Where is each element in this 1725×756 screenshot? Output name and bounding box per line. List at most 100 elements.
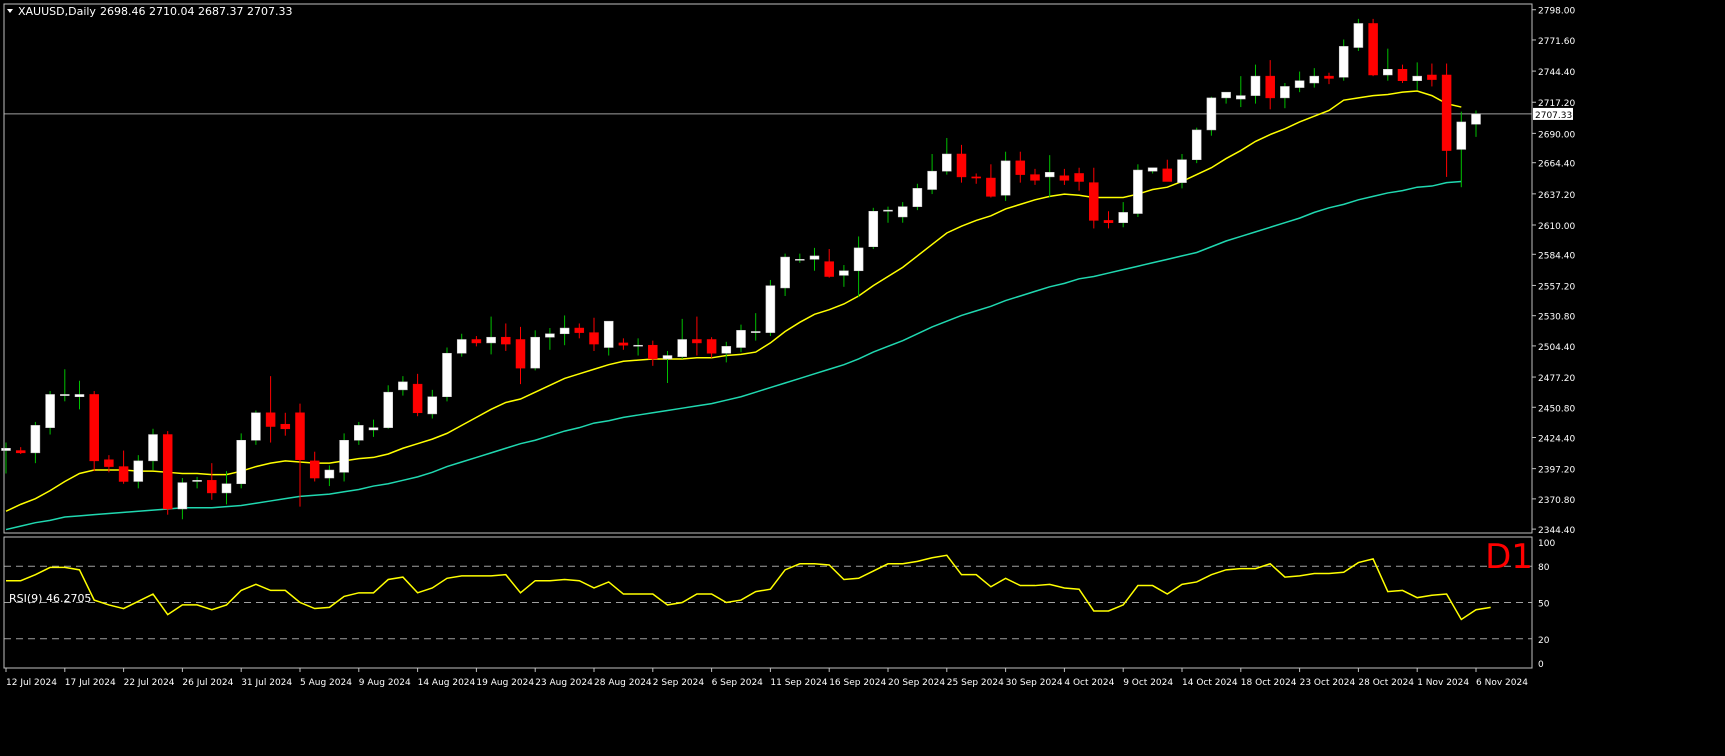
candle[interactable] [221, 471, 232, 505]
candle[interactable] [412, 373, 423, 417]
candle[interactable] [1353, 18, 1364, 51]
candle[interactable] [1147, 167, 1158, 174]
candle[interactable] [706, 337, 717, 358]
candle[interactable] [1265, 60, 1275, 110]
candle[interactable] [545, 328, 555, 350]
candle[interactable] [1250, 64, 1261, 104]
candle[interactable] [45, 391, 55, 435]
candle[interactable] [309, 451, 320, 482]
candle[interactable] [1338, 39, 1349, 81]
candle[interactable] [795, 253, 805, 263]
candle[interactable] [339, 433, 349, 482]
candle[interactable] [662, 350, 673, 384]
candle[interactable] [1044, 155, 1055, 198]
candle[interactable] [1206, 96, 1217, 136]
candle[interactable] [1456, 111, 1467, 188]
candle[interactable] [736, 324, 746, 353]
candle[interactable] [1324, 72, 1334, 85]
candle[interactable] [1118, 202, 1128, 228]
candle[interactable] [1030, 168, 1040, 185]
candle[interactable] [1177, 153, 1187, 189]
candle[interactable] [897, 202, 908, 223]
price-plot-area[interactable] [1, 18, 1533, 531]
candle[interactable] [427, 389, 438, 419]
candle[interactable] [162, 431, 173, 515]
candle[interactable] [1, 442, 11, 474]
candle[interactable] [442, 347, 452, 402]
candle[interactable] [692, 316, 702, 356]
candle[interactable] [89, 391, 99, 472]
candle[interactable] [1441, 63, 1452, 177]
candle[interactable] [1309, 68, 1320, 88]
candle[interactable] [354, 421, 364, 445]
candle[interactable] [1074, 167, 1084, 191]
candle[interactable] [324, 465, 335, 487]
candle[interactable] [559, 315, 570, 346]
candle[interactable] [265, 376, 276, 443]
candle[interactable] [721, 341, 732, 363]
candle[interactable] [1015, 151, 1026, 183]
candle[interactable] [251, 410, 261, 445]
candle[interactable] [1427, 63, 1437, 87]
candle[interactable] [383, 385, 393, 429]
candle[interactable] [530, 330, 540, 371]
candle[interactable] [1059, 168, 1070, 185]
candle[interactable] [295, 403, 305, 507]
candle[interactable] [456, 333, 467, 357]
candle[interactable] [589, 317, 599, 351]
candle[interactable] [207, 463, 217, 500]
candle[interactable] [192, 476, 202, 489]
candle[interactable] [1397, 64, 1408, 84]
candle[interactable] [603, 320, 614, 356]
candle[interactable] [1000, 151, 1011, 201]
candle[interactable] [30, 421, 41, 464]
candle[interactable] [765, 279, 776, 337]
candle[interactable] [280, 412, 291, 436]
candle[interactable] [809, 247, 820, 271]
candle[interactable] [236, 433, 246, 489]
candle[interactable] [1412, 62, 1422, 90]
candle[interactable] [868, 207, 879, 250]
candle[interactable] [1191, 127, 1202, 164]
candle[interactable] [15, 447, 26, 454]
candle[interactable] [398, 376, 408, 396]
candle[interactable] [942, 137, 952, 175]
candle[interactable] [677, 318, 687, 359]
candle[interactable] [839, 265, 849, 287]
candle[interactable] [927, 153, 937, 195]
candle[interactable] [618, 338, 629, 350]
candle[interactable] [177, 478, 188, 520]
candle[interactable] [1280, 83, 1290, 109]
candle[interactable] [74, 380, 85, 410]
candle[interactable] [971, 173, 981, 184]
candle[interactable] [104, 455, 114, 473]
candle[interactable] [1133, 164, 1143, 217]
candle[interactable] [1471, 110, 1481, 137]
candle[interactable] [515, 326, 526, 385]
candle[interactable] [648, 340, 658, 366]
candle[interactable] [1236, 76, 1246, 108]
candle[interactable] [824, 249, 834, 278]
candle[interactable] [1368, 18, 1378, 77]
candle[interactable] [986, 164, 996, 198]
candle[interactable] [956, 144, 967, 183]
candle[interactable] [1162, 159, 1173, 182]
candle[interactable] [780, 253, 790, 296]
candle[interactable] [750, 313, 761, 341]
candle[interactable] [574, 323, 585, 339]
candle[interactable] [501, 323, 511, 351]
candle[interactable] [883, 206, 893, 223]
candle[interactable] [118, 450, 129, 484]
candle[interactable] [60, 369, 70, 402]
candle[interactable] [1103, 211, 1114, 229]
candle[interactable] [1221, 91, 1231, 104]
rsi-plot-area[interactable] [4, 554, 1532, 640]
candle[interactable] [486, 316, 496, 355]
candle[interactable] [1089, 167, 1099, 229]
dropdown-triangle-icon[interactable] [7, 9, 13, 13]
candle[interactable] [912, 183, 923, 211]
candle[interactable] [1294, 71, 1305, 93]
candle[interactable] [471, 336, 482, 347]
candle[interactable] [148, 428, 158, 471]
